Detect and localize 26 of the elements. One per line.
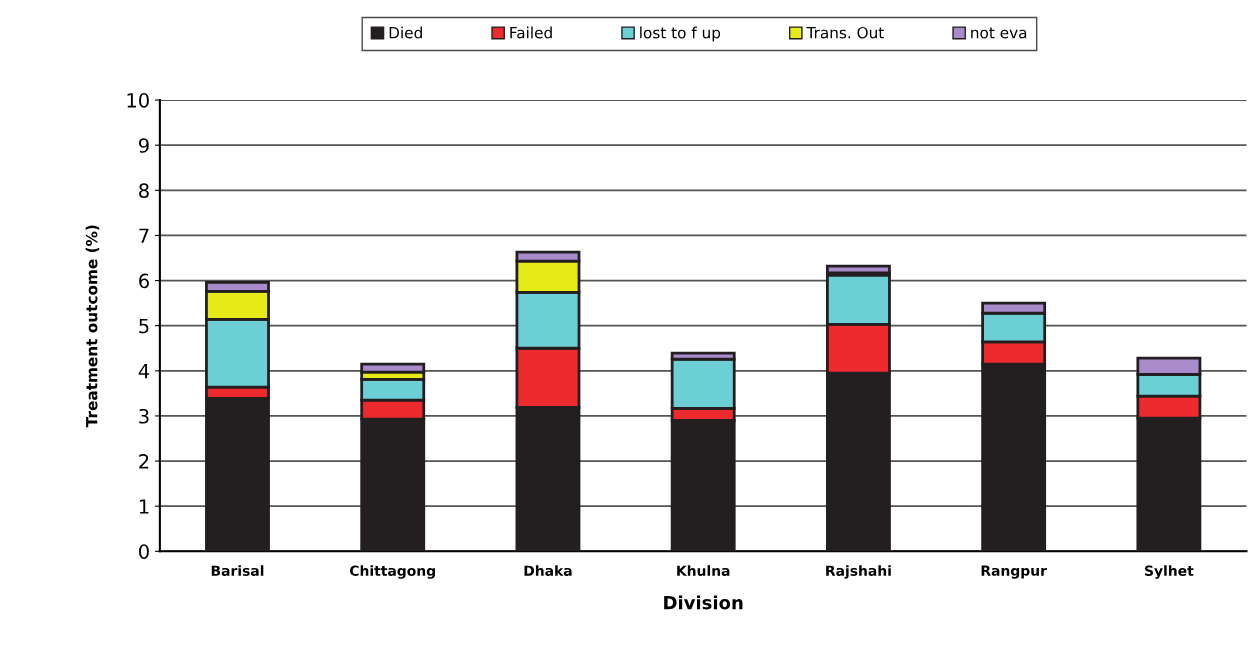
y-axis-title: Treatment outcome (%)	[85, 225, 100, 428]
x-axis-title: Division	[664, 595, 743, 610]
legend-label: not eva	[971, 27, 1027, 39]
y-tick-label: 6	[139, 273, 149, 289]
y-tick-label: 10	[127, 93, 149, 108]
y-tick-label: 4	[138, 364, 150, 379]
y-tick-label: 5	[139, 318, 149, 334]
legend-label: Died	[389, 26, 422, 39]
y-tick-label: 8	[139, 183, 149, 198]
x-tick-label: Sylhet	[1145, 565, 1194, 579]
x-tick-label: Dhaka	[524, 565, 572, 576]
x-tick-label: Rajshahi	[826, 565, 891, 579]
legend-label: Failed	[510, 26, 552, 39]
y-tick-label: 9	[139, 138, 149, 153]
y-tick-label: 7	[139, 228, 149, 243]
x-tick-label: Chittagong	[350, 565, 435, 579]
y-tick-label: 1	[139, 499, 149, 514]
bar	[825, 264, 891, 275]
legend-label: lost to f up	[640, 26, 721, 42]
x-tick-label: Khulna	[677, 565, 730, 576]
x-tick-label: Barisal	[211, 565, 264, 576]
x-tick-label: Rangpur	[981, 565, 1047, 579]
y-tick-label: 2	[139, 454, 149, 469]
y-tick-label: 0	[139, 544, 149, 559]
y-tick-label: 3	[139, 408, 149, 424]
legend-label: Trans. Out	[806, 26, 884, 39]
